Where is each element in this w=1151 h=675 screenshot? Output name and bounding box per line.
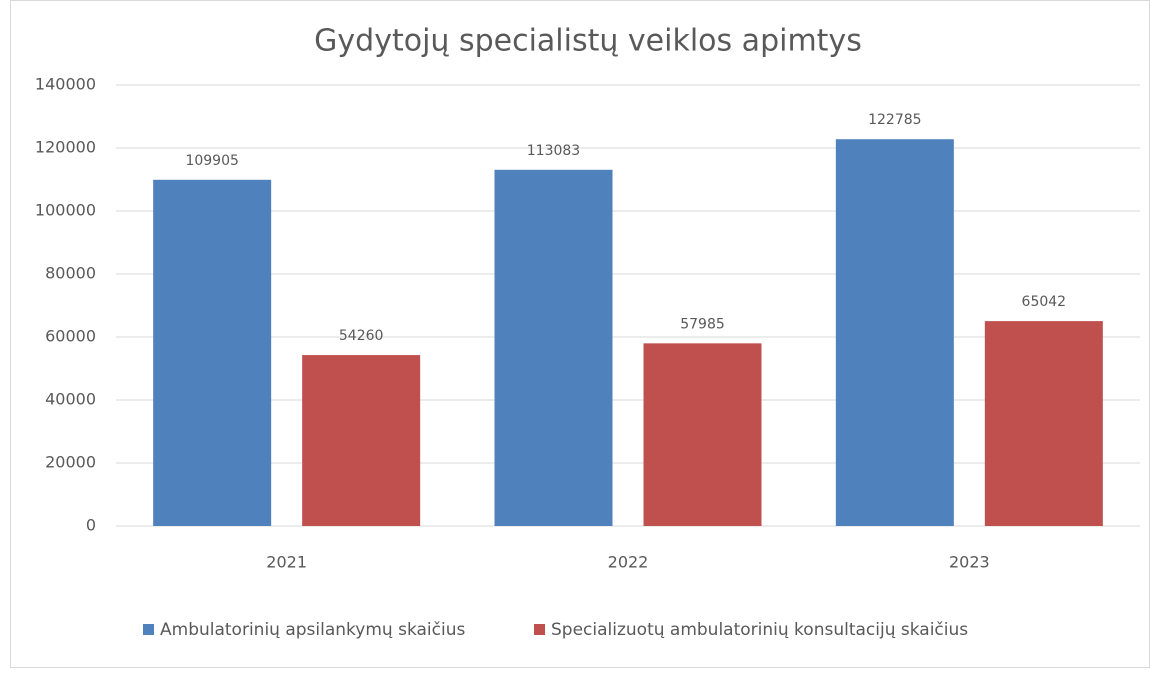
legend-swatch xyxy=(534,624,545,635)
bar xyxy=(153,179,272,526)
data-label: 113083 xyxy=(527,143,580,159)
data-label: 57985 xyxy=(680,316,725,332)
y-tick-label: 120000 xyxy=(35,138,96,157)
y-tick-label: 140000 xyxy=(35,75,96,94)
chart-title: Gydytojų specialistų veiklos apimtys xyxy=(314,24,862,59)
x-tick-label: 2022 xyxy=(608,553,649,572)
bar xyxy=(302,355,421,526)
y-tick-label: 0 xyxy=(86,516,96,535)
legend-swatch xyxy=(143,624,154,635)
x-tick-label: 2023 xyxy=(949,553,990,572)
bar xyxy=(494,169,613,526)
y-tick-label: 60000 xyxy=(45,327,96,346)
y-tick-label: 40000 xyxy=(45,390,96,409)
data-label: 54260 xyxy=(339,328,384,344)
y-tick-label: 80000 xyxy=(45,264,96,283)
data-label: 65042 xyxy=(1022,294,1067,310)
data-label: 109905 xyxy=(185,153,238,169)
bar xyxy=(643,343,762,526)
legend-label: Ambulatorinių apsilankymų skaičius xyxy=(160,620,465,640)
bar xyxy=(835,139,954,527)
x-tick-label: 2021 xyxy=(266,553,307,572)
legend-label: Specializuotų ambulatorinių konsultacijų… xyxy=(551,620,968,640)
y-tick-label: 20000 xyxy=(45,453,96,472)
y-tick-label: 100000 xyxy=(35,201,96,220)
data-label: 122785 xyxy=(868,112,921,128)
bar xyxy=(984,321,1103,526)
